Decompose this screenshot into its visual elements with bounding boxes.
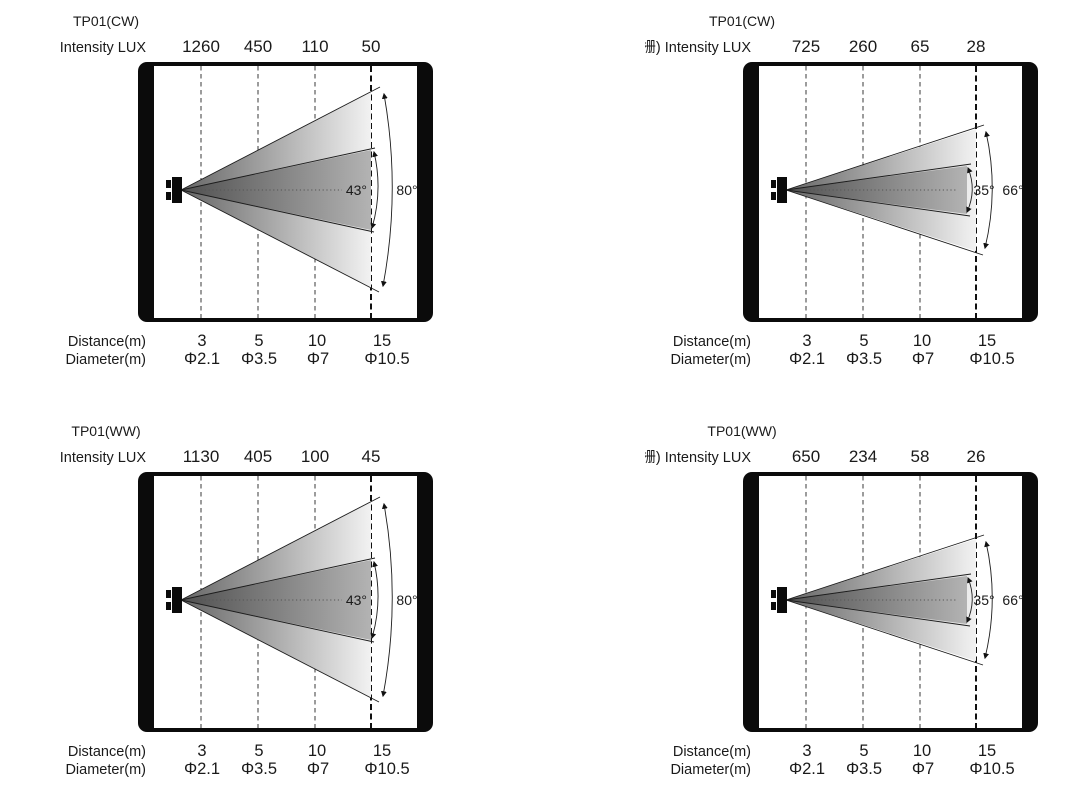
intensity-value: 725: [792, 37, 820, 56]
diameter-value: Φ10.5: [364, 350, 409, 368]
diameter-label: Diameter(m): [65, 352, 146, 368]
beam-diagram: TP01(CW) (带格栅) Intensity LUX 725 260 65 …: [608, 13, 1039, 368]
panel-title: TP01(WW): [71, 423, 140, 439]
diameter-value: Φ10.5: [969, 350, 1014, 368]
panel-tp01-cw: TP01(CW) Intensity LUX 1260 450 110 50 4…: [40, 0, 480, 385]
outer-angle-label: 66°: [1002, 592, 1023, 608]
distance-value: 5: [254, 742, 263, 760]
distance-value: 15: [373, 332, 391, 350]
intensity-value: 50: [362, 37, 381, 56]
distance-value: 5: [859, 332, 868, 350]
distance-label: Distance(m): [673, 744, 751, 760]
intensity-label: (带格栅) Intensity LUX: [645, 449, 751, 466]
diameter-value: Φ3.5: [241, 350, 277, 368]
intensity-value: 28: [967, 37, 986, 56]
diameter-value: Φ3.5: [846, 760, 882, 778]
distance-label: Distance(m): [68, 334, 146, 350]
intensity-value: 100: [301, 447, 329, 466]
intensity-value: 1260: [182, 37, 220, 56]
intensity-value: 1130: [183, 447, 220, 466]
diameter-value: Φ2.1: [789, 760, 825, 778]
intensity-value: 650: [792, 447, 820, 466]
intensity-value: 58: [911, 447, 930, 466]
intensity-value: 234: [849, 447, 877, 466]
diameter-label: Diameter(m): [670, 762, 751, 778]
intensity-value: 260: [849, 37, 877, 56]
distance-value: 5: [254, 332, 263, 350]
distance-value: 3: [802, 332, 811, 350]
intensity-label: (带格栅) Intensity LUX: [645, 39, 751, 56]
inner-angle-label: 35°: [973, 592, 994, 608]
intensity-value: 65: [911, 37, 930, 56]
beam-diagram: TP01(WW) Intensity LUX 1130 405 100 45 4…: [60, 423, 434, 778]
intensity-label: Intensity LUX: [60, 450, 147, 466]
diameter-value: Φ2.1: [184, 350, 220, 368]
diameter-value: Φ2.1: [184, 760, 220, 778]
diameter-value: Φ3.5: [241, 760, 277, 778]
distance-value: 3: [197, 332, 206, 350]
intensity-label: Intensity LUX: [60, 40, 147, 56]
outer-angle-label: 80°: [396, 592, 417, 608]
distance-value: 10: [913, 742, 931, 760]
intensity-value: 45: [362, 447, 381, 466]
diameter-value: Φ7: [307, 760, 329, 778]
inner-angle-label: 35°: [973, 182, 994, 198]
diameter-value: Φ10.5: [969, 760, 1014, 778]
diameter-value: Φ7: [912, 350, 934, 368]
diameter-value: Φ7: [912, 760, 934, 778]
outer-angle-label: 66°: [1002, 182, 1023, 198]
inner-angle-label: 43°: [346, 592, 367, 608]
distance-value: 15: [978, 742, 996, 760]
diameter-value: Φ3.5: [846, 350, 882, 368]
distance-value: 15: [978, 332, 996, 350]
intensity-value: 110: [301, 37, 328, 56]
distance-value: 3: [197, 742, 206, 760]
panel-tp01-ww-louver: TP01(WW) (带格栅) Intensity LUX 650 234 58 …: [608, 410, 1085, 795]
distance-value: 15: [373, 742, 391, 760]
diameter-value: Φ10.5: [364, 760, 409, 778]
distance-label: Distance(m): [68, 744, 146, 760]
diameter-value: Φ2.1: [789, 350, 825, 368]
panel-title: TP01(CW): [709, 13, 775, 29]
intensity-value: 26: [967, 447, 986, 466]
distance-value: 10: [913, 332, 931, 350]
panel-title: TP01(WW): [707, 423, 776, 439]
beam-diagram: TP01(CW) Intensity LUX 1260 450 110 50 4…: [60, 13, 434, 368]
panel-tp01-cw-louver: TP01(CW) (带格栅) Intensity LUX 725 260 65 …: [608, 0, 1085, 385]
outer-angle-label: 80°: [396, 182, 417, 198]
distance-value: 5: [859, 742, 868, 760]
inner-angle-label: 43°: [346, 182, 367, 198]
panel-tp01-ww: TP01(WW) Intensity LUX 1130 405 100 45 4…: [40, 410, 480, 795]
distance-label: Distance(m): [673, 334, 751, 350]
intensity-value: 450: [244, 37, 272, 56]
diameter-value: Φ7: [307, 350, 329, 368]
diameter-label: Diameter(m): [65, 762, 146, 778]
beam-diagram: TP01(WW) (带格栅) Intensity LUX 650 234 58 …: [608, 423, 1039, 778]
intensity-value: 405: [244, 447, 272, 466]
distance-value: 3: [802, 742, 811, 760]
distance-value: 10: [308, 742, 326, 760]
diameter-label: Diameter(m): [670, 352, 751, 368]
distance-value: 10: [308, 332, 326, 350]
panel-title: TP01(CW): [73, 13, 139, 29]
